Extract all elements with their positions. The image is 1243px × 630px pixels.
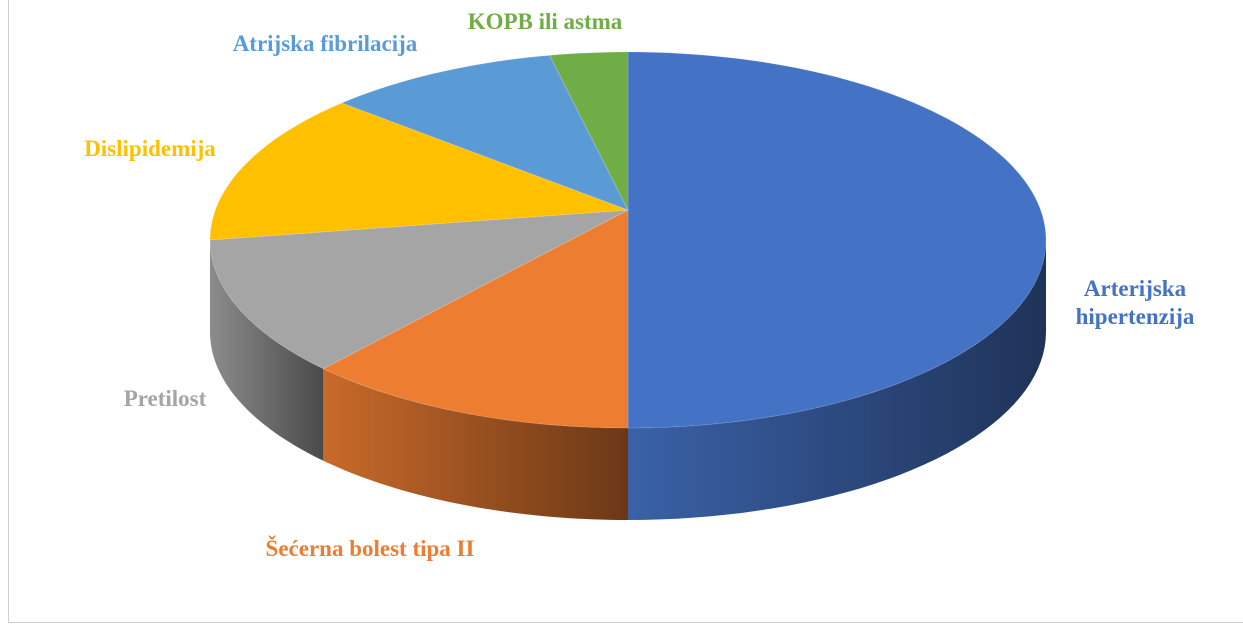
slice bbox=[209, 102, 629, 241]
slice bbox=[340, 54, 630, 211]
slice bbox=[322, 209, 629, 429]
slice-label: KOPB ili astma bbox=[467, 9, 623, 34]
slice bbox=[548, 51, 629, 211]
slice-side bbox=[628, 240, 1046, 520]
slice-label: Arterijska hipertenzija bbox=[1075, 276, 1195, 329]
slice-label: Pretilost bbox=[123, 386, 207, 411]
slice-label: Šećerna bolest tipa II bbox=[265, 536, 475, 561]
slice-label: Atrijska fibrilacija bbox=[232, 31, 418, 56]
slice-side bbox=[323, 368, 628, 520]
slice bbox=[627, 51, 1047, 429]
slice-label: Dislipidemija bbox=[84, 136, 216, 161]
slice-side bbox=[210, 240, 324, 461]
chart-frame bbox=[8, 0, 1243, 623]
slice bbox=[209, 209, 629, 370]
